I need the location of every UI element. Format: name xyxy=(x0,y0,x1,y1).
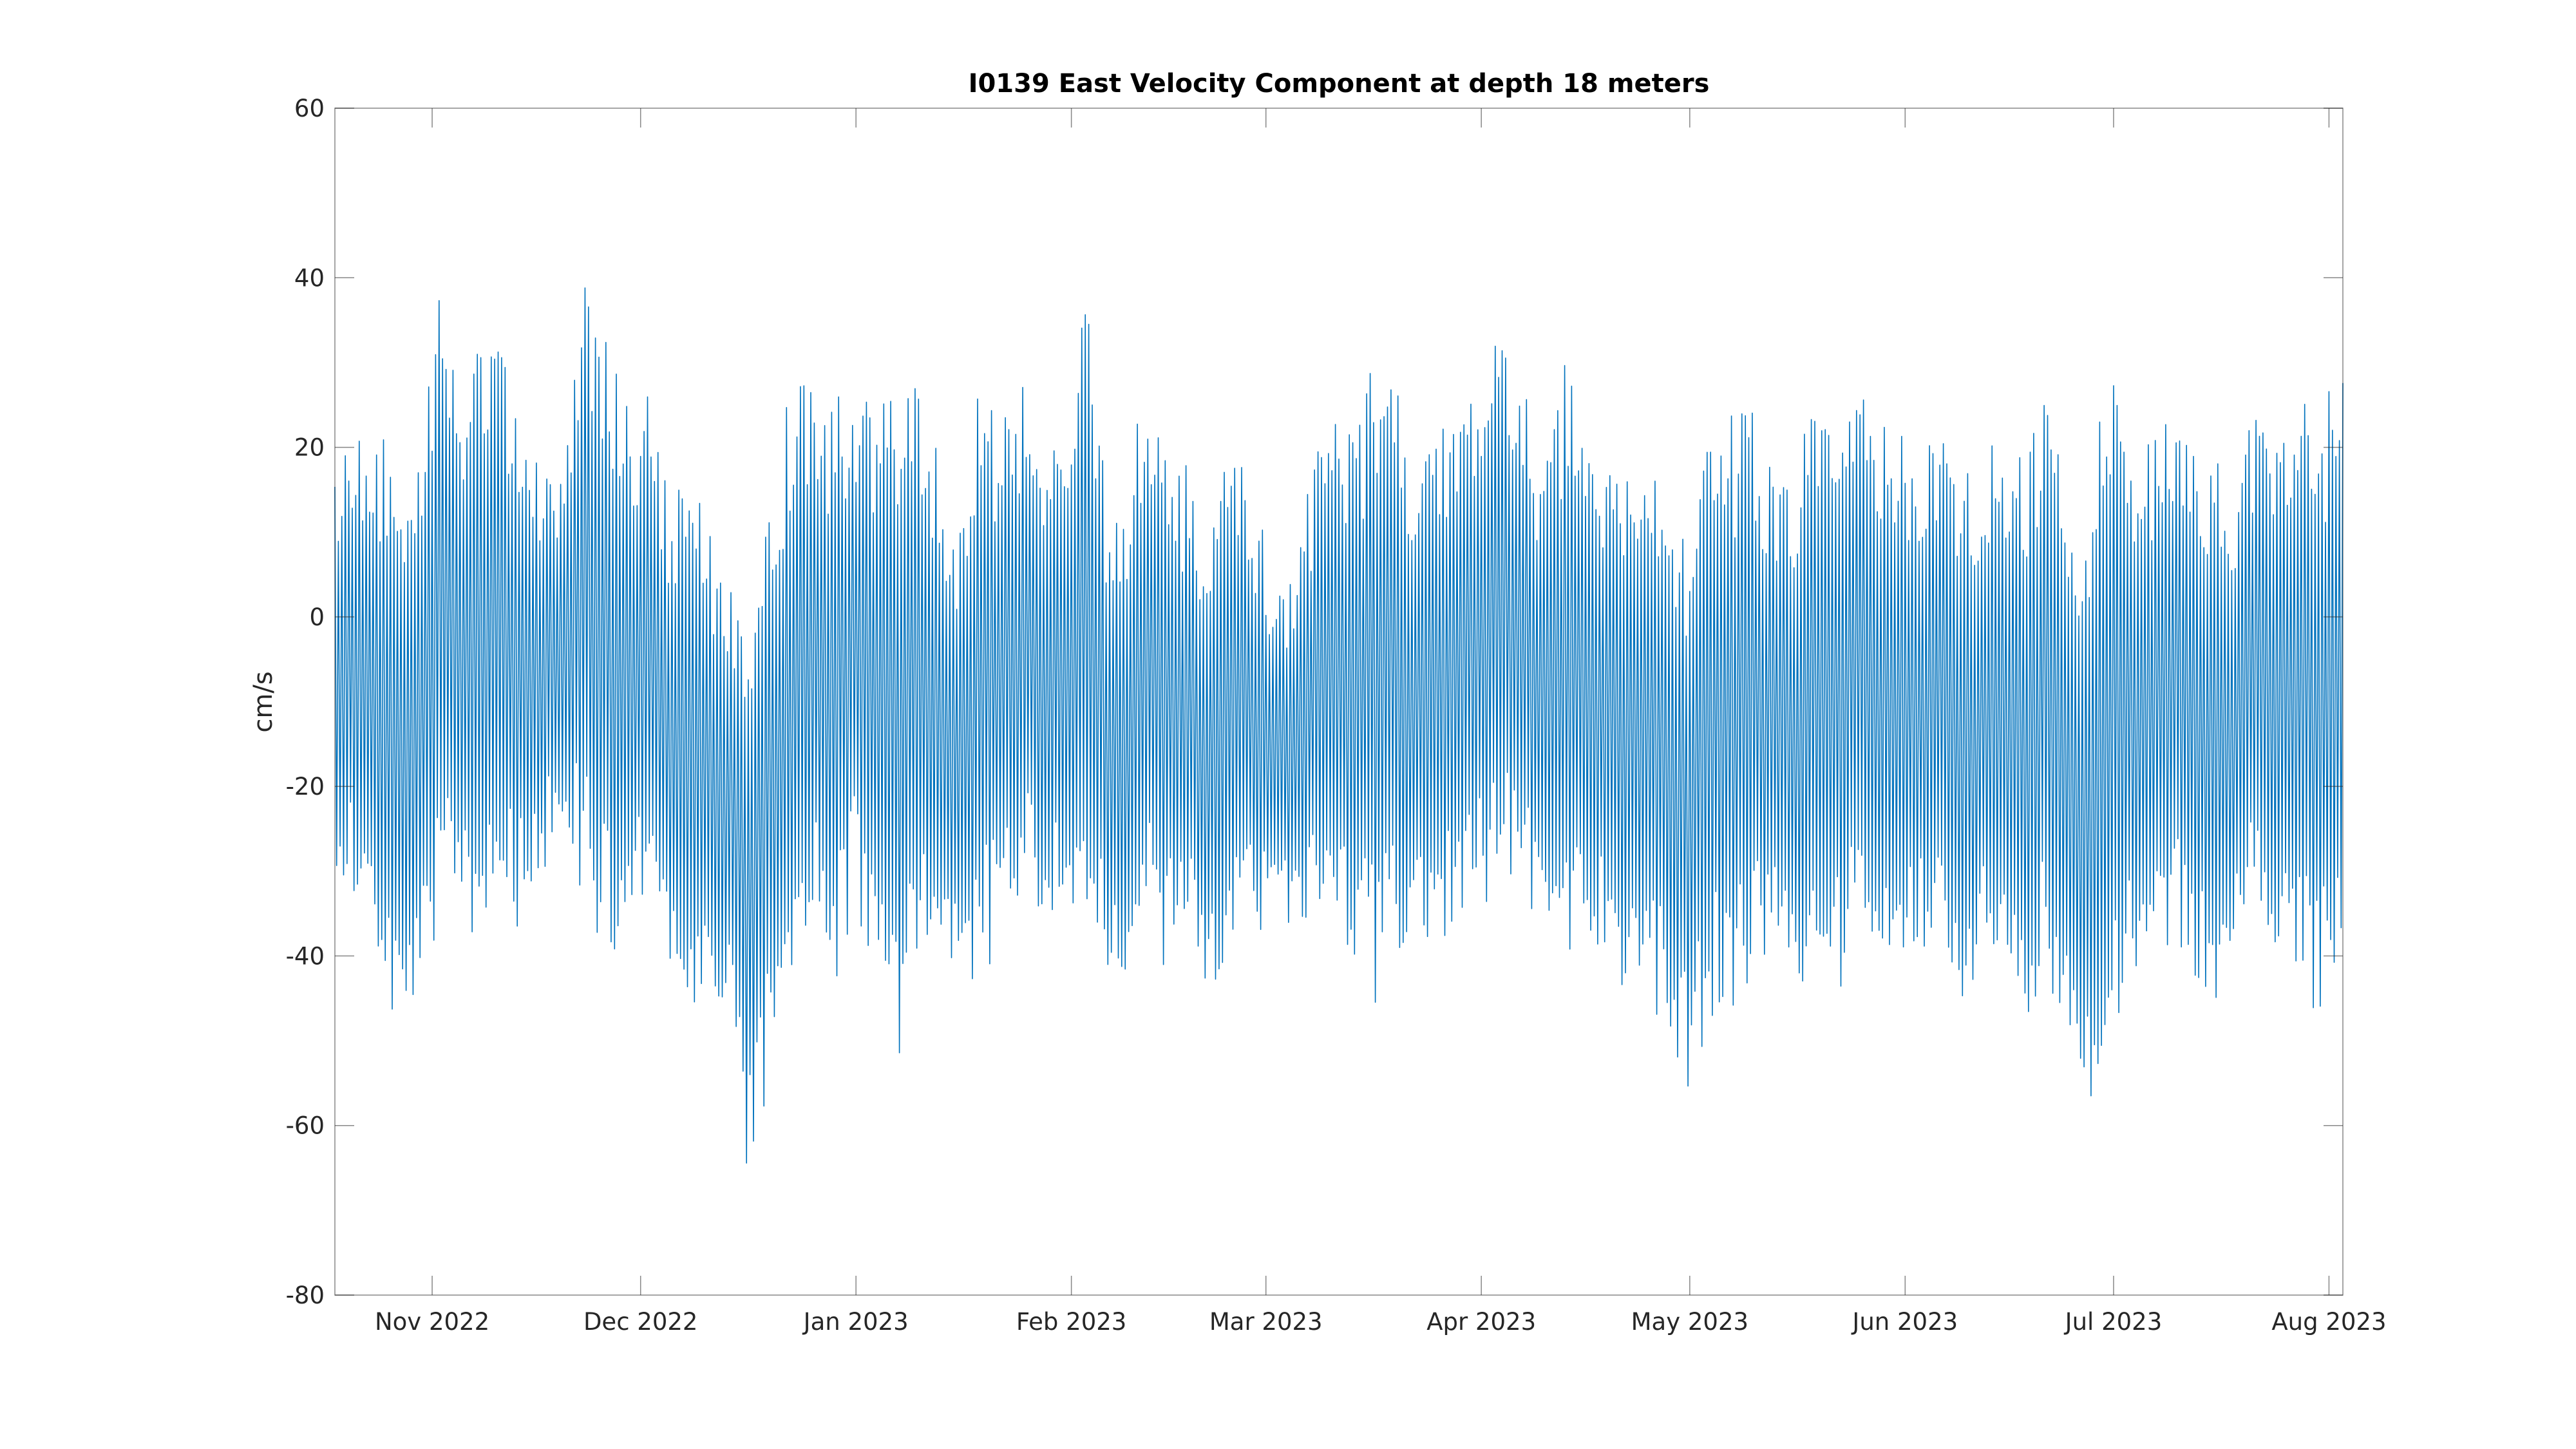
x-tick-label: Dec 2022 xyxy=(583,1308,698,1336)
series-layer xyxy=(334,287,2344,1164)
y-tick-label: -80 xyxy=(286,1282,325,1309)
y-axis-label: cm/s xyxy=(249,671,278,732)
axes-box xyxy=(334,108,2344,1296)
x-tick-label: Apr 2023 xyxy=(1426,1308,1536,1336)
y-tick-label: -60 xyxy=(286,1112,325,1140)
x-tick-label: Nov 2022 xyxy=(375,1308,489,1336)
x-tick-label: Jul 2023 xyxy=(2064,1308,2163,1336)
x-tick-label: Feb 2023 xyxy=(1016,1308,1126,1336)
x-tick-label: May 2023 xyxy=(1631,1308,1748,1336)
label-layer: 60 40 20 0 -20 -40 -60 -80 Nov 2022 Dec 2022 Jan 2… xyxy=(286,95,2387,1336)
y-tick-label: 20 xyxy=(294,434,325,462)
y-tick-label: 40 xyxy=(294,264,325,292)
chart-title: I0139 East Velocity Component at depth 1… xyxy=(969,69,1710,99)
x-tick-label: Jan 2023 xyxy=(802,1308,909,1336)
y-tick-label: 60 xyxy=(294,95,325,122)
x-tick-label: Jun 2023 xyxy=(1851,1308,1958,1336)
x-tick-label: Aug 2023 xyxy=(2271,1308,2386,1336)
x-tick-label: Mar 2023 xyxy=(1209,1308,1323,1336)
y-tick-label: -40 xyxy=(286,942,325,970)
y-tick-label: 0 xyxy=(309,603,325,631)
y-tick-label: -20 xyxy=(286,773,325,800)
series-line-0 xyxy=(334,287,2344,1164)
